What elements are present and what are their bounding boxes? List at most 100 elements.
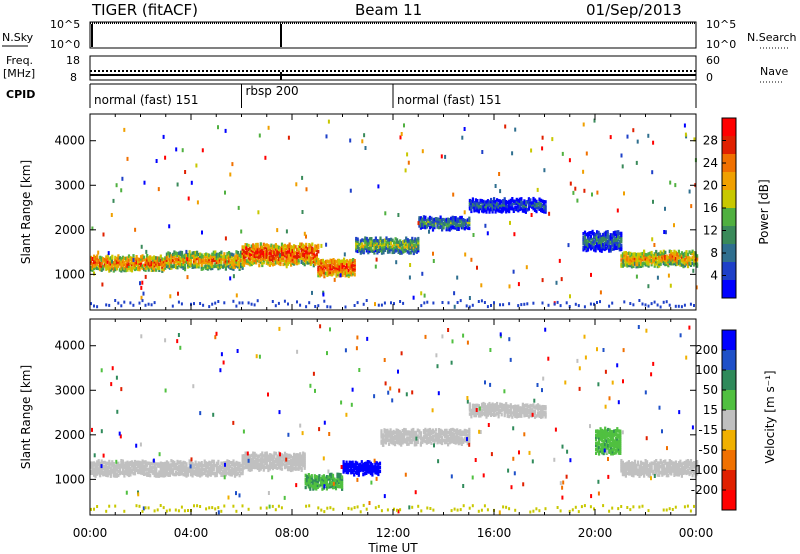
data-cell [591,237,594,242]
data-cell [296,461,299,465]
data-cell [279,248,282,253]
data-cell [540,411,543,415]
data-cell [330,267,334,271]
data-cell [297,255,300,259]
data-cell [229,464,232,469]
data-cell [647,472,650,476]
data-cell [601,430,604,435]
data-cell [456,432,459,436]
data-cell [671,262,674,266]
data-cell [259,467,262,471]
data-cell [373,249,376,253]
data-cell [323,274,326,279]
data-cell [276,254,279,259]
noise-cell [593,118,596,123]
data-cell [194,253,197,257]
data-cell [422,223,425,227]
data-cell [218,253,221,258]
data-cell [197,471,200,475]
data-cell [133,471,137,476]
noise-cell [688,189,691,194]
data-cell [171,264,174,269]
data-cell [161,467,164,472]
ground-cell [653,300,656,304]
data-cell [647,470,650,474]
data-cell [288,459,291,464]
data-cell [608,249,611,253]
data-cell [431,438,435,442]
data-cell [532,202,535,207]
data-cell [318,267,321,272]
nsky-label: N.Sky [2,31,34,44]
data-cell [291,247,294,252]
ground-cell [138,301,141,305]
data-cell [482,401,485,406]
data-cell [137,259,140,263]
data-cell [286,455,290,460]
data-cell [616,443,619,447]
data-cell [183,257,187,262]
data-cell [610,429,613,434]
data-cell [649,464,652,468]
data-cell [457,223,460,227]
data-cell [232,265,235,269]
data-cell [386,436,389,441]
data-cell [482,209,485,214]
data-cell [608,434,611,438]
noise-cell [659,258,662,263]
data-cell [390,245,393,250]
data-cell [329,264,332,269]
data-cell [196,256,199,261]
data-cell [205,264,208,268]
data-cell [220,465,223,469]
data-cell [402,250,405,254]
data-cell [294,259,297,263]
data-cell [91,268,94,272]
data-cell [629,468,632,472]
data-cell [408,239,411,243]
data-cell [130,258,134,263]
data-cell [197,261,200,265]
data-cell [211,465,214,470]
data-cell [644,259,647,263]
data-cell [518,203,521,208]
data-cell [276,460,279,464]
data-cell [508,410,511,415]
data-cell [114,466,117,470]
data-cell [129,473,132,477]
data-cell [102,265,105,269]
data-cell [361,242,364,246]
data-cell [335,274,338,278]
data-cell [460,432,463,436]
data-cell [437,225,441,230]
data-cell [226,260,229,264]
data-cell [96,260,99,264]
data-cell [137,468,140,473]
data-cell [509,198,512,203]
data-cell [471,205,474,209]
noise-cell [195,163,198,168]
data-cell [162,474,165,478]
data-cell [607,440,610,444]
data-cell [91,465,94,469]
data-cell [462,226,465,230]
data-cell [428,431,432,436]
data-cell [310,484,313,488]
data-cell [282,250,285,254]
data-cell [199,474,202,478]
data-cell [403,433,406,438]
data-cell [491,210,494,214]
data-cell [680,253,683,257]
data-cell [410,428,413,433]
data-cell [496,404,499,408]
data-cell [283,451,287,456]
data-cell [280,461,284,465]
data-cell [233,474,237,478]
data-cell [389,438,392,442]
data-cell [123,262,126,267]
data-cell [497,410,500,415]
data-cell [599,244,602,249]
data-cell [349,260,352,265]
data-cell [419,216,422,220]
data-cell [199,256,202,260]
